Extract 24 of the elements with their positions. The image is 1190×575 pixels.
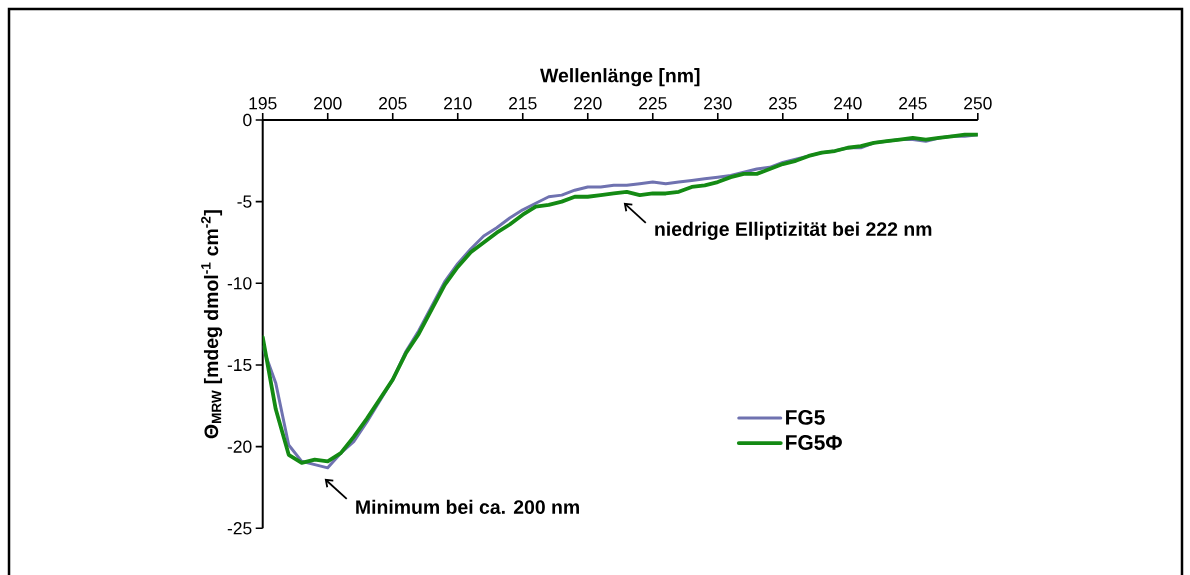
- x-tick-label: 250: [964, 97, 992, 110]
- x-tick-label: 225: [639, 97, 667, 110]
- x-tick-label: 245: [899, 97, 927, 110]
- legend-label: FG5Φ: [786, 435, 842, 450]
- x-tick-label: 235: [769, 97, 797, 110]
- y-axis-title: Θ$_{MRW}$ [mdeg dmol$^{-1}$ cm$^{-2}$]: [201, 210, 223, 439]
- y-tick-label: -5: [237, 195, 252, 208]
- x-axis-title: Wellenlänge [nm]: [540, 68, 700, 87]
- annotation: Minimum bei ca. 200 nm: [356, 499, 579, 514]
- x-tick-label: 195: [249, 97, 277, 110]
- legend-label: FG5: [786, 409, 825, 425]
- annotation: niedrige Elliptizität bei 222 nm: [655, 221, 932, 240]
- x-tick-label: 220: [574, 97, 602, 110]
- x-tick-label: 240: [834, 97, 862, 110]
- x-tick-label: 200: [314, 97, 342, 110]
- y-tick-label: -20: [227, 440, 252, 453]
- x-tick-label: 230: [704, 97, 732, 110]
- x-tick-label: 215: [509, 97, 537, 110]
- y-tick-label: -25: [227, 522, 252, 535]
- x-tick-label: 210: [444, 97, 472, 110]
- y-tick-label: -10: [227, 277, 252, 290]
- y-tick-label: 0: [243, 113, 252, 127]
- x-tick-label: 205: [379, 97, 407, 110]
- y-tick-label: -15: [227, 358, 252, 372]
